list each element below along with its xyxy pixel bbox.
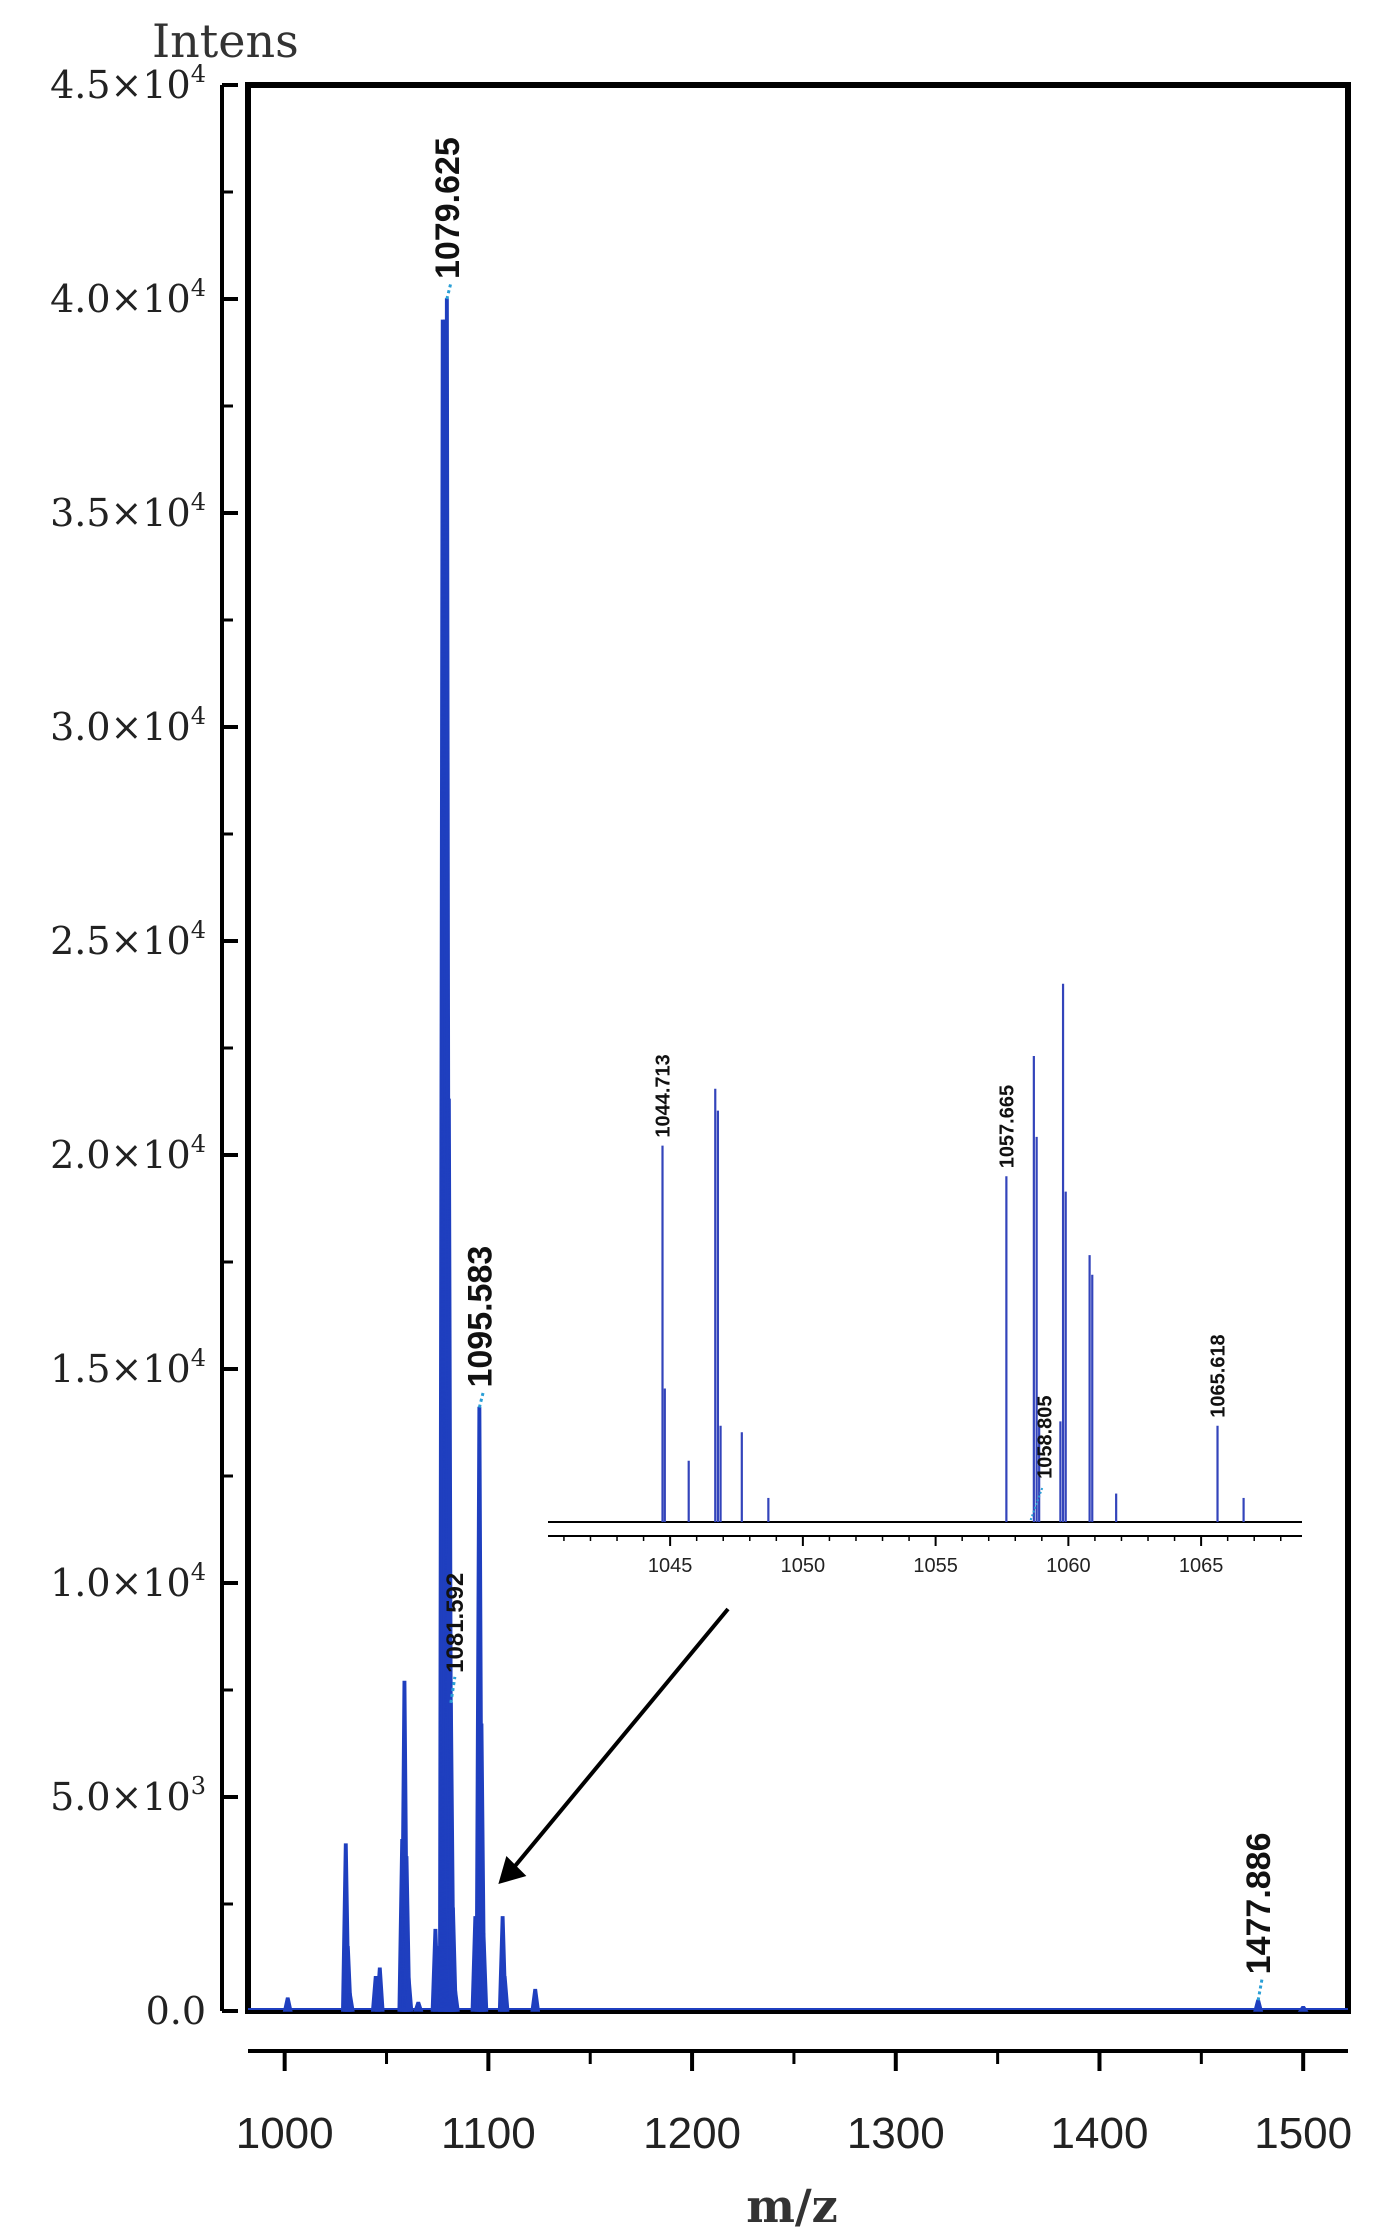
x-tick-label: 1500 bbox=[1254, 2109, 1352, 2158]
arrow-shaft bbox=[506, 1607, 730, 1876]
spectrum-peak bbox=[478, 1933, 489, 2012]
inset-x-tick-label: 1055 bbox=[913, 1555, 958, 1577]
inset-peak-annotation-label: 1057.665 bbox=[996, 1085, 1018, 1168]
y-tick-label: 4.5×104 bbox=[50, 60, 206, 107]
y-tick-label: 0.0 bbox=[146, 1989, 206, 2033]
spectrum-peak bbox=[344, 1993, 355, 2012]
spectrum-peak bbox=[450, 1988, 460, 2012]
inset-x-tick-label: 1065 bbox=[1179, 1555, 1224, 1577]
spectrum-peak bbox=[374, 1967, 385, 2012]
inset-x-tick-label: 1045 bbox=[648, 1555, 693, 1577]
x-tick-label: 1300 bbox=[847, 2109, 945, 2158]
x-axis-ticks: 1000 1100 1200 1300 1400 1500 bbox=[236, 2051, 1352, 2158]
y-axis-ticks: 0.0 5.0×103 1.0×104 1.5×104 2.0×104 2.5×104 3.… bbox=[50, 60, 238, 2033]
peak-annotation-label: 1095.583 bbox=[461, 1246, 499, 1388]
x-axis-title: m/z bbox=[746, 2179, 838, 2232]
y-axis-title: Intens bbox=[152, 14, 299, 68]
peak-annotation-label: 1477.886 bbox=[1240, 1832, 1278, 1974]
inset-x-tick-label: 1060 bbox=[1046, 1555, 1091, 1577]
inset-spectrum: 1045 1050 1055 1060 1065 1044.713 1057.665 1058… bbox=[548, 983, 1302, 1577]
annotation-leader bbox=[449, 1676, 457, 1704]
y-tick-label: 5.0×103 bbox=[50, 1772, 206, 1819]
spectrum-peak bbox=[282, 1997, 293, 2012]
y-tick-label: 1.0×104 bbox=[50, 1558, 206, 1605]
peak-annotation-label: 1081.592 bbox=[442, 1573, 469, 1673]
spectrum-peak bbox=[530, 1988, 541, 2012]
main-peak-annotations: 1079.625 1095.583 1081.592 1477.886 bbox=[429, 137, 1278, 2001]
y-tick-label: 1.5×104 bbox=[50, 1344, 206, 1391]
annotation-leader bbox=[445, 282, 453, 300]
pointer-arrow bbox=[498, 1607, 730, 1885]
inset-peak-annotation-label: 1044.713 bbox=[653, 1054, 675, 1137]
peak-annotation-label: 1079.625 bbox=[429, 137, 467, 279]
plot-frame bbox=[245, 82, 1351, 2014]
y-tick-label: 3.0×104 bbox=[50, 702, 206, 749]
inset-peak-annotation-label: 1065.618 bbox=[1208, 1334, 1230, 1417]
y-tick-label: 3.5×104 bbox=[50, 488, 206, 535]
inset-annotation-leader bbox=[1029, 1486, 1044, 1521]
inset-x-tick-label: 1050 bbox=[781, 1555, 826, 1577]
inset-peak-annotation-label: 1058.805 bbox=[1035, 1395, 1057, 1478]
x-tick-label: 1200 bbox=[643, 2109, 741, 2158]
y-tick-label: 4.0×104 bbox=[50, 274, 206, 321]
main-spectrum-series bbox=[248, 298, 1348, 2012]
spectrum-peak bbox=[403, 1976, 414, 2012]
y-tick-label: 2.0×104 bbox=[50, 1130, 206, 1177]
arrow-head bbox=[498, 1856, 527, 1885]
spectrum-peak bbox=[499, 1976, 510, 2012]
y-tick-label: 2.5×104 bbox=[50, 916, 206, 963]
x-tick-label: 1400 bbox=[1051, 2109, 1149, 2158]
x-tick-label: 1000 bbox=[236, 2109, 334, 2158]
x-tick-label: 1100 bbox=[441, 2109, 536, 2158]
annotation-leader bbox=[1256, 1978, 1264, 2001]
annotation-leader bbox=[477, 1391, 485, 1408]
